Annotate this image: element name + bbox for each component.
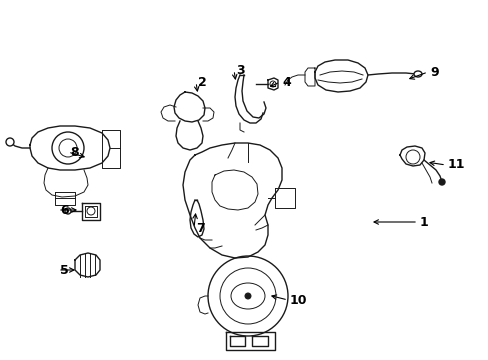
Polygon shape — [75, 253, 100, 277]
Polygon shape — [399, 146, 424, 166]
Text: 11: 11 — [447, 158, 465, 171]
Polygon shape — [314, 60, 367, 92]
Circle shape — [438, 179, 444, 185]
Text: 9: 9 — [429, 66, 438, 78]
Text: 5: 5 — [60, 264, 69, 276]
Text: 1: 1 — [419, 216, 428, 229]
Text: 2: 2 — [198, 76, 206, 89]
Text: 7: 7 — [196, 221, 204, 234]
Polygon shape — [30, 126, 110, 170]
Circle shape — [6, 138, 14, 146]
Polygon shape — [183, 143, 282, 258]
Circle shape — [244, 293, 250, 299]
Circle shape — [207, 256, 287, 336]
Circle shape — [52, 132, 84, 164]
Ellipse shape — [413, 71, 421, 77]
Ellipse shape — [230, 283, 264, 309]
Polygon shape — [212, 170, 258, 210]
Circle shape — [220, 268, 275, 324]
Circle shape — [65, 208, 71, 214]
Text: 6: 6 — [60, 203, 68, 216]
Polygon shape — [174, 92, 204, 122]
Text: 4: 4 — [282, 76, 290, 89]
Text: 8: 8 — [70, 145, 79, 158]
Text: 10: 10 — [289, 293, 307, 306]
Text: 3: 3 — [236, 63, 244, 77]
